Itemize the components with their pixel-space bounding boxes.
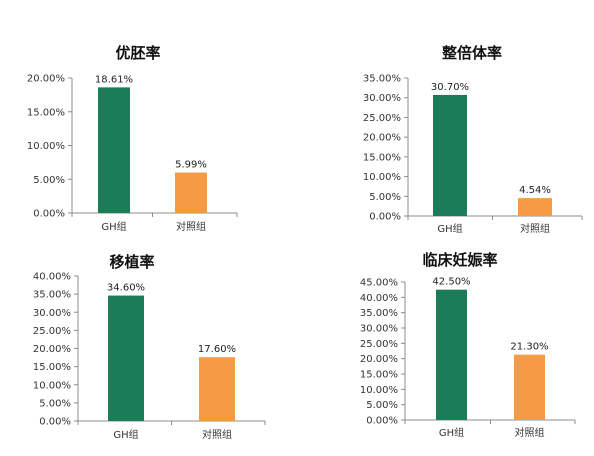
category-label: GH组	[113, 428, 138, 441]
category-label: 对照组	[520, 222, 550, 235]
category-label: 对照组	[176, 220, 206, 233]
chart-title: 临床妊娠率	[422, 251, 497, 269]
y-tick-label: 20.00%	[33, 344, 71, 355]
y-tick-label: 25.00%	[363, 113, 401, 124]
bar-gh-group	[436, 289, 467, 420]
y-tick-label: 20.00%	[360, 354, 398, 365]
y-tick-label: 40.00%	[33, 272, 71, 283]
chart-svg: 临床妊娠率 0.00% 5.00% 10.00% 15.00% 20.00% 25.00% 3…	[360, 251, 576, 439]
y-tick-label: 45.00%	[360, 278, 398, 289]
data-label: 30.70%	[431, 82, 469, 93]
category-label: GH组	[439, 426, 464, 439]
chart-title: 整倍体率	[442, 44, 502, 62]
y-tick-label: 5.00%	[366, 400, 398, 411]
chart-euploid-rate: 整倍体率 0.00% 5.00% 10.00% 15.00% 20.00% 25.00% 30…	[300, 30, 594, 235]
y-tick-label: 35.00%	[363, 74, 401, 85]
y-tick-label: 0.00%	[366, 416, 398, 427]
y-tick-label: 30.00%	[360, 324, 398, 335]
chart-good-embryo-rate: 优胚率 0.00% 5.00% 10.00% 15.00% 20.00% 18.61% GH组…	[0, 30, 290, 235]
bar-control-group	[518, 198, 552, 216]
y-tick-label: 10.00%	[33, 380, 71, 391]
y-tick-label: 0.00%	[39, 417, 71, 428]
category-label: 对照组	[515, 426, 545, 439]
y-tick-label: 30.00%	[33, 308, 71, 319]
data-label: 18.61%	[95, 74, 133, 85]
bar-gh-group	[108, 295, 144, 421]
y-tick-label: 25.00%	[33, 326, 71, 337]
category-label: GH组	[101, 220, 126, 233]
y-tick-label: 30.00%	[363, 93, 401, 104]
data-label: 4.54%	[519, 185, 551, 196]
y-tick-label: 0.00%	[369, 212, 401, 223]
y-tick-label: 15.00%	[27, 107, 65, 118]
bar-gh-group	[98, 87, 130, 213]
y-tick-label: 5.00%	[33, 175, 65, 186]
data-label: 42.50%	[432, 277, 470, 288]
category-label: GH组	[437, 222, 462, 235]
chart-clinical-pregnancy-rate: 临床妊娠率 0.00% 5.00% 10.00% 15.00% 20.00% 25.00% 3…	[300, 240, 594, 446]
y-tick-label: 35.00%	[360, 308, 398, 319]
y-tick-label: 15.00%	[363, 152, 401, 163]
bar-control-group	[175, 172, 207, 213]
data-label: 5.99%	[175, 160, 207, 171]
bar-control-group	[199, 357, 235, 421]
y-tick-label: 10.00%	[27, 141, 65, 152]
y-tick-label: 25.00%	[360, 339, 398, 350]
y-tick-label: 10.00%	[360, 385, 398, 396]
y-tick-label: 40.00%	[360, 293, 398, 304]
chart-title: 移植率	[109, 253, 154, 271]
y-tick-label: 20.00%	[363, 133, 401, 144]
y-tick-label: 15.00%	[33, 362, 71, 373]
y-tick-label: 35.00%	[33, 290, 71, 301]
y-tick-label: 5.00%	[39, 398, 71, 409]
data-label: 17.60%	[198, 344, 236, 355]
chart-svg: 整倍体率 0.00% 5.00% 10.00% 15.00% 20.00% 25.00% 30…	[363, 44, 583, 235]
chart-title: 优胚率	[115, 44, 160, 62]
bar-gh-group	[433, 94, 467, 216]
y-tick-label: 15.00%	[360, 370, 398, 381]
bar-control-group	[514, 354, 545, 420]
chart-svg: 优胚率 0.00% 5.00% 10.00% 15.00% 20.00% 18.61% GH组…	[27, 44, 238, 233]
y-tick-label: 20.00%	[27, 74, 65, 85]
y-tick-label: 0.00%	[33, 209, 65, 220]
data-label: 21.30%	[510, 342, 548, 353]
y-tick-label: 5.00%	[369, 192, 401, 203]
chart-transfer-rate: 移植率 0.00% 5.00% 10.00% 15.00% 20.00% 25.00% 30.…	[0, 240, 290, 446]
y-tick-label: 10.00%	[363, 172, 401, 183]
chart-svg: 移植率 0.00% 5.00% 10.00% 15.00% 20.00% 25.00% 30.…	[33, 253, 266, 441]
data-label: 34.60%	[107, 283, 145, 294]
category-label: 对照组	[202, 428, 232, 441]
